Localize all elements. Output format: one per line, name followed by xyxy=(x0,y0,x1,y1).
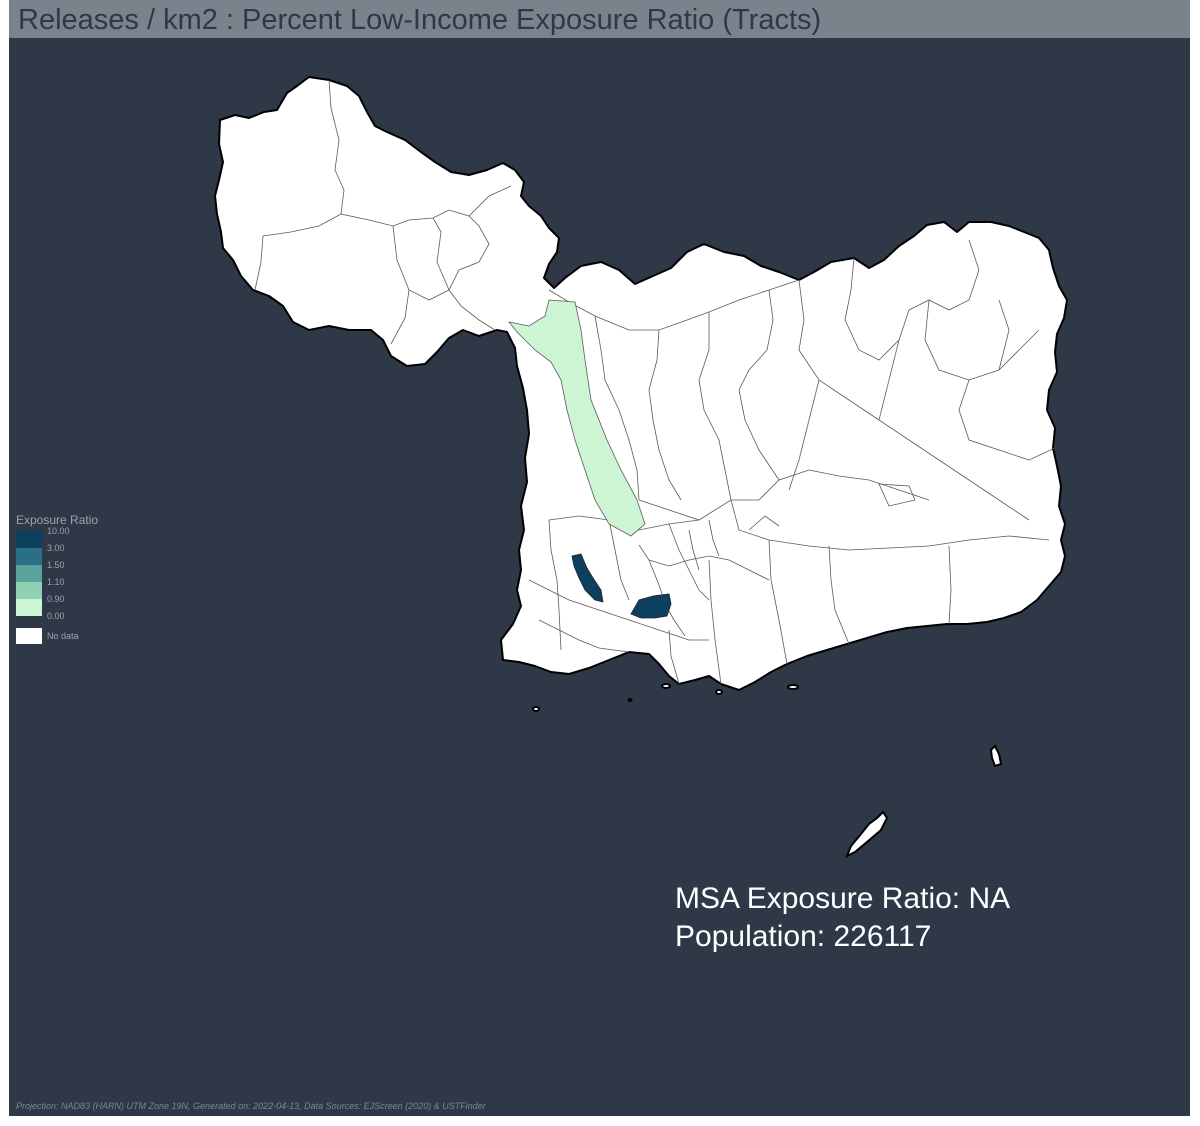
legend: Exposure Ratio 10.00 3.00 1.50 1.10 0.90 0.00… xyxy=(16,513,98,644)
map-canvas xyxy=(214,76,1068,859)
map-title: Releases / km2 : Percent Low-Income Expo… xyxy=(18,4,822,36)
tract-boundaries xyxy=(254,79,1056,685)
legend-swatch xyxy=(16,565,42,582)
legend-class-row: 0.90 0.00 xyxy=(16,594,98,621)
legend-break-label: 0.90 xyxy=(47,594,65,604)
legend-swatch xyxy=(16,599,42,616)
legend-break-label: 10.00 xyxy=(47,526,70,536)
legend-no-data-label: No data xyxy=(47,631,79,641)
region-outline xyxy=(214,76,1068,691)
legend-break-label: 3.00 xyxy=(47,543,65,553)
legend-min-label: 0.00 xyxy=(47,611,65,621)
legend-classes: 10.00 3.00 1.50 1.10 0.90 0.00 xyxy=(16,526,98,621)
legend-break-label: 1.10 xyxy=(47,577,65,587)
legend-swatch xyxy=(16,531,42,548)
tract-class-10.00-b xyxy=(630,593,672,619)
legend-class-row: 10.00 xyxy=(16,526,98,548)
legend-class-row: 3.00 xyxy=(16,543,98,565)
map-footer: Projection: NAD83 (HARN) UTM Zone 19N, G… xyxy=(16,1101,486,1111)
msa-exposure-ratio: MSA Exposure Ratio: NA xyxy=(675,882,1011,915)
offshore-islands xyxy=(532,683,1003,859)
population-count: Population: 226117 xyxy=(675,920,932,953)
stats-annotation: MSA Exposure Ratio: NA Population: 22611… xyxy=(675,880,1010,956)
legend-no-data-swatch xyxy=(16,628,42,644)
tract-class-0.90 xyxy=(508,299,646,537)
legend-title: Exposure Ratio xyxy=(16,513,99,527)
tract-class-10.00-a xyxy=(571,553,604,603)
title-bar: Releases / km2 : Percent Low-Income Expo… xyxy=(9,0,1190,38)
legend-no-data: No data xyxy=(16,628,98,644)
map-frame: Releases / km2 : Percent Low-Income Expo… xyxy=(9,0,1190,1116)
legend-class-row: 1.10 xyxy=(16,577,98,599)
legend-break-label: 1.50 xyxy=(47,560,65,570)
legend-swatch xyxy=(16,548,42,565)
legend-class-row: 1.50 xyxy=(16,560,98,582)
legend-swatch xyxy=(16,582,42,599)
